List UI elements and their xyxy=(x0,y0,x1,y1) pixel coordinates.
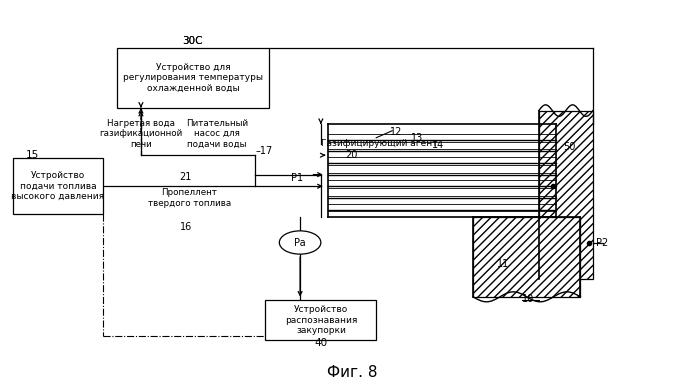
Circle shape xyxy=(279,231,321,254)
Text: P1: P1 xyxy=(290,173,303,184)
Text: Pa: Pa xyxy=(295,237,306,248)
FancyBboxPatch shape xyxy=(13,158,103,214)
FancyBboxPatch shape xyxy=(117,47,269,108)
FancyBboxPatch shape xyxy=(539,111,593,279)
Text: Пропеллент
твердого топлива: Пропеллент твердого топлива xyxy=(148,188,231,208)
Text: 11: 11 xyxy=(497,259,510,269)
Text: P2: P2 xyxy=(595,237,608,248)
Text: 20: 20 xyxy=(345,150,357,160)
Text: 50: 50 xyxy=(563,142,575,152)
Text: Питательный
насос для
подачи воды: Питательный насос для подачи воды xyxy=(186,119,248,149)
Text: Устройство для
регулирования температуры
охлажденной воды: Устройство для регулирования температуры… xyxy=(123,63,263,92)
Text: Устройство
распознавания
закупорки: Устройство распознавания закупорки xyxy=(285,305,357,335)
Text: 30С: 30С xyxy=(183,36,203,46)
FancyBboxPatch shape xyxy=(265,300,376,341)
Text: Устройство
подачи топлива
высокого давления: Устройство подачи топлива высокого давле… xyxy=(11,171,105,201)
Text: 15: 15 xyxy=(25,150,38,160)
Text: Нагретая вода
газификационной
печи: Нагретая вода газификационной печи xyxy=(99,119,183,149)
Text: –17: –17 xyxy=(255,146,272,156)
Text: 10: 10 xyxy=(521,294,534,304)
Text: 12: 12 xyxy=(390,127,403,137)
FancyBboxPatch shape xyxy=(473,217,580,297)
Text: 30С: 30С xyxy=(183,36,203,46)
Text: 13: 13 xyxy=(411,133,423,143)
Text: 40: 40 xyxy=(314,338,327,348)
Text: 14: 14 xyxy=(431,140,444,151)
Text: 21: 21 xyxy=(179,171,192,182)
Text: Фиг. 8: Фиг. 8 xyxy=(327,365,377,380)
Text: Газифицирующий агент: Газифицирующий агент xyxy=(321,139,438,148)
Text: 16: 16 xyxy=(180,222,192,232)
